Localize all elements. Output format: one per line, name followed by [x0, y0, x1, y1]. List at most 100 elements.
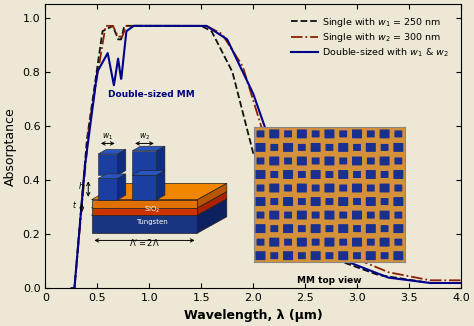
FancyBboxPatch shape [312, 130, 319, 138]
FancyBboxPatch shape [352, 129, 362, 138]
Polygon shape [157, 146, 165, 175]
FancyBboxPatch shape [367, 130, 375, 138]
FancyBboxPatch shape [269, 129, 279, 138]
FancyBboxPatch shape [367, 212, 375, 219]
Single with $w_2$ = 300 nm [458, 278, 464, 282]
Polygon shape [98, 154, 118, 175]
Polygon shape [118, 149, 126, 175]
Polygon shape [91, 208, 198, 215]
FancyBboxPatch shape [326, 198, 333, 205]
FancyBboxPatch shape [381, 144, 389, 151]
FancyBboxPatch shape [270, 144, 278, 151]
Single with $w_1$ = 250 nm [238, 102, 244, 106]
FancyBboxPatch shape [297, 211, 307, 219]
FancyBboxPatch shape [353, 171, 361, 178]
FancyBboxPatch shape [338, 251, 348, 260]
FancyBboxPatch shape [366, 197, 376, 206]
FancyBboxPatch shape [269, 238, 279, 246]
FancyBboxPatch shape [310, 170, 320, 179]
FancyBboxPatch shape [338, 197, 348, 206]
FancyBboxPatch shape [283, 224, 293, 233]
Text: MM top view: MM top view [297, 276, 362, 285]
Single with $w_2$ = 300 nm [103, 24, 109, 28]
FancyBboxPatch shape [270, 171, 278, 178]
Polygon shape [91, 183, 227, 200]
FancyBboxPatch shape [380, 238, 390, 246]
Text: $w_1$: $w_1$ [102, 132, 113, 142]
FancyBboxPatch shape [312, 239, 319, 246]
Polygon shape [91, 191, 227, 208]
FancyBboxPatch shape [381, 252, 389, 259]
FancyBboxPatch shape [381, 225, 389, 232]
FancyBboxPatch shape [393, 143, 403, 152]
Single with $w_1$ = 250 nm [200, 25, 206, 29]
Line: Single with $w_2$ = 300 nm: Single with $w_2$ = 300 nm [71, 26, 461, 289]
FancyBboxPatch shape [339, 212, 347, 219]
Y-axis label: Absorptance: Absorptance [4, 107, 17, 186]
Text: Tungsten: Tungsten [136, 219, 168, 225]
Polygon shape [198, 191, 227, 215]
FancyBboxPatch shape [394, 212, 402, 219]
FancyBboxPatch shape [352, 211, 362, 219]
FancyBboxPatch shape [352, 238, 362, 246]
Single with $w_1$ = 250 nm [273, 196, 279, 200]
Text: $\Lambda'=2\Lambda$: $\Lambda'=2\Lambda$ [129, 237, 160, 248]
FancyBboxPatch shape [393, 170, 403, 179]
FancyBboxPatch shape [393, 197, 403, 206]
FancyBboxPatch shape [338, 170, 348, 179]
Single with $w_1$ = 250 nm [458, 281, 464, 285]
Single with $w_1$ = 250 nm [68, 287, 74, 290]
FancyBboxPatch shape [270, 198, 278, 205]
FancyBboxPatch shape [284, 130, 292, 138]
FancyBboxPatch shape [394, 130, 402, 138]
FancyBboxPatch shape [283, 251, 293, 260]
FancyBboxPatch shape [283, 197, 293, 206]
FancyBboxPatch shape [326, 171, 333, 178]
FancyBboxPatch shape [324, 238, 335, 246]
Single with $w_1$ = 250 nm [282, 211, 287, 215]
Polygon shape [118, 174, 126, 200]
Polygon shape [98, 174, 126, 178]
FancyBboxPatch shape [394, 239, 402, 246]
FancyBboxPatch shape [339, 185, 347, 192]
Double-sized with $w_1$ & $w_2$ [68, 287, 74, 290]
FancyBboxPatch shape [381, 171, 389, 178]
FancyBboxPatch shape [312, 212, 319, 219]
Polygon shape [91, 200, 198, 208]
FancyBboxPatch shape [393, 224, 403, 233]
FancyBboxPatch shape [353, 198, 361, 205]
FancyBboxPatch shape [339, 157, 347, 165]
FancyBboxPatch shape [366, 143, 376, 152]
FancyBboxPatch shape [339, 239, 347, 246]
Polygon shape [91, 215, 198, 233]
Single with $w_2$ = 300 nm [282, 178, 287, 182]
FancyBboxPatch shape [380, 129, 390, 138]
FancyBboxPatch shape [394, 185, 402, 192]
FancyBboxPatch shape [297, 184, 307, 192]
FancyBboxPatch shape [367, 239, 375, 246]
Single with $w_1$ = 250 nm [122, 24, 128, 28]
FancyBboxPatch shape [284, 239, 292, 246]
FancyBboxPatch shape [270, 225, 278, 232]
Single with $w_2$ = 300 nm [200, 24, 206, 28]
Polygon shape [198, 199, 227, 233]
FancyBboxPatch shape [298, 225, 306, 232]
FancyBboxPatch shape [326, 144, 333, 151]
Polygon shape [132, 151, 157, 175]
Single with $w_2$ = 300 nm [120, 32, 126, 36]
FancyBboxPatch shape [298, 198, 306, 205]
FancyBboxPatch shape [353, 252, 361, 259]
FancyBboxPatch shape [367, 185, 375, 192]
FancyBboxPatch shape [283, 143, 293, 152]
FancyBboxPatch shape [312, 185, 319, 192]
FancyBboxPatch shape [298, 252, 306, 259]
FancyBboxPatch shape [284, 185, 292, 192]
FancyBboxPatch shape [326, 225, 333, 232]
Double-sized with $w_1$ & $w_2$ [131, 24, 137, 28]
Single with $w_1$ = 250 nm [120, 30, 126, 34]
Double-sized with $w_1$ & $w_2$ [135, 24, 140, 28]
Polygon shape [91, 199, 227, 215]
FancyBboxPatch shape [339, 130, 347, 138]
FancyBboxPatch shape [284, 157, 292, 165]
Double-sized with $w_1$ & $w_2$ [282, 174, 287, 178]
